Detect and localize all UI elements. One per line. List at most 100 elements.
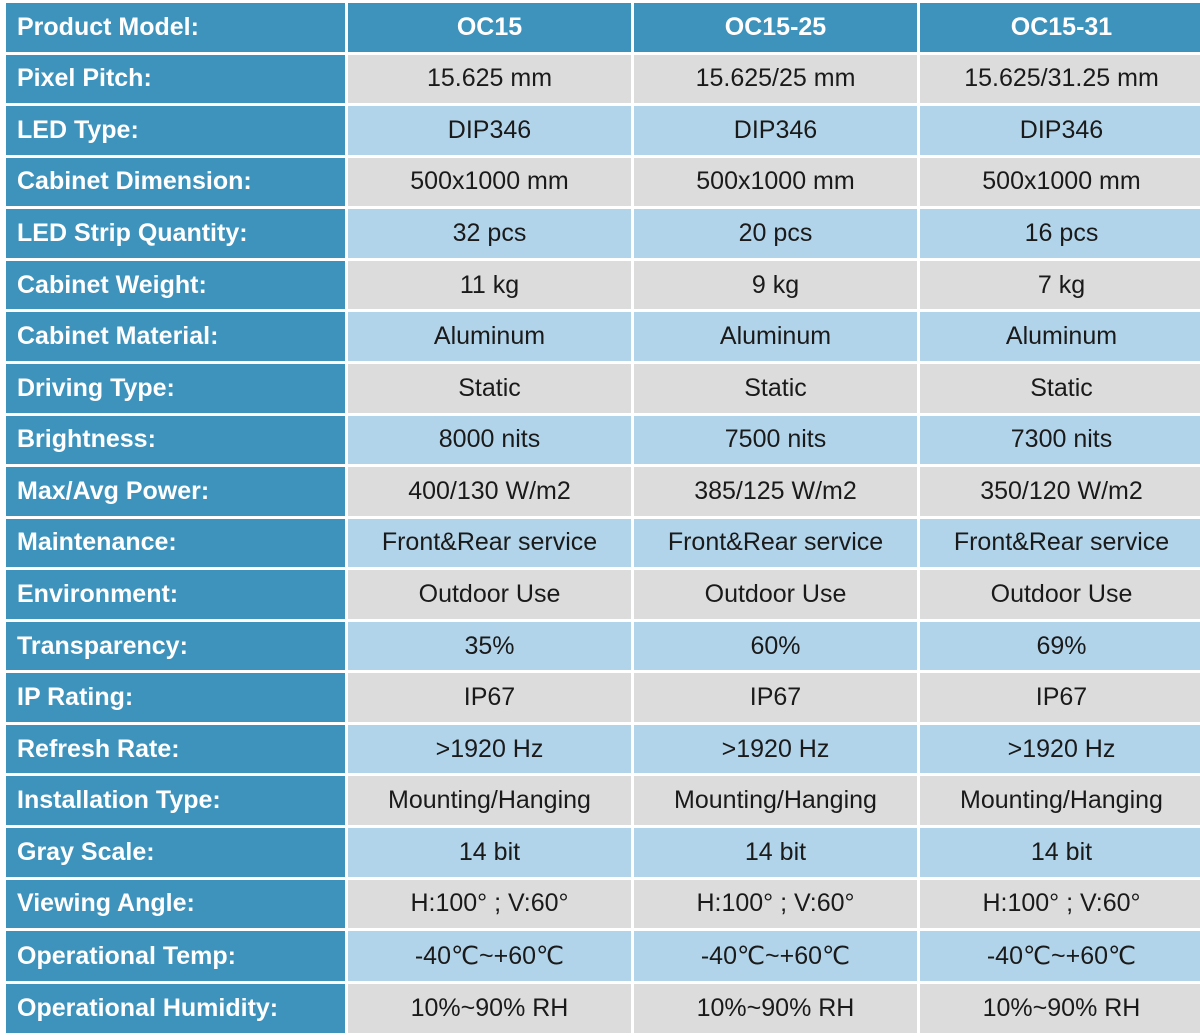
row-value: 16 pcs	[920, 209, 1200, 258]
row-value: -40℃~+60℃	[348, 931, 631, 982]
row-value: 14 bit	[634, 828, 917, 877]
table-row: Operational Humidity: 10%~90% RH 10%~90%…	[6, 984, 1200, 1033]
row-value: Aluminum	[634, 312, 917, 361]
row-label: Cabinet Weight:	[6, 260, 345, 310]
row-label: Installation Type:	[6, 776, 345, 825]
row-label: Transparency:	[6, 621, 345, 671]
row-value: 32 pcs	[348, 209, 631, 258]
row-label: Viewing Angle:	[6, 879, 345, 929]
row-value: DIP346	[634, 106, 917, 155]
row-value: 60%	[634, 621, 917, 671]
table-row: Maintenance: Front&Rear service Front&Re…	[6, 518, 1200, 568]
row-value: Outdoor Use	[348, 570, 631, 619]
table-row: LED Strip Quantity: 32 pcs 20 pcs 16 pcs	[6, 209, 1200, 258]
row-label: Cabinet Material:	[6, 312, 345, 361]
row-label: Operational Humidity:	[6, 984, 345, 1033]
table-row: Cabinet Material: Aluminum Aluminum Alum…	[6, 312, 1200, 361]
row-value: IP67	[348, 673, 631, 722]
row-value: 9 kg	[634, 260, 917, 310]
row-value: -40℃~+60℃	[634, 931, 917, 982]
row-label: LED Type:	[6, 106, 345, 155]
row-value: 500x1000 mm	[634, 157, 917, 207]
row-label: Pixel Pitch:	[6, 54, 345, 104]
row-value: Mounting/Hanging	[634, 776, 917, 825]
row-value: -40℃~+60℃	[920, 931, 1200, 982]
row-value: Static	[634, 363, 917, 413]
row-value: 500x1000 mm	[920, 157, 1200, 207]
row-label: Max/Avg Power:	[6, 467, 345, 516]
row-value: 15.625 mm	[348, 54, 631, 104]
row-label: Gray Scale:	[6, 828, 345, 877]
row-value: H:100° ; V:60°	[348, 879, 631, 929]
table-row: Refresh Rate: >1920 Hz >1920 Hz >1920 Hz	[6, 724, 1200, 774]
table-row: Transparency: 35% 60% 69%	[6, 621, 1200, 671]
row-value: Aluminum	[348, 312, 631, 361]
row-value: Front&Rear service	[634, 518, 917, 568]
row-value: 7300 nits	[920, 415, 1200, 465]
row-label: IP Rating:	[6, 673, 345, 722]
row-value: 350/120 W/m2	[920, 467, 1200, 516]
row-value: 11 kg	[348, 260, 631, 310]
row-value: 10%~90% RH	[920, 984, 1200, 1033]
row-value: Mounting/Hanging	[348, 776, 631, 825]
row-value: 10%~90% RH	[634, 984, 917, 1033]
row-value: >1920 Hz	[634, 724, 917, 774]
row-label: Operational Temp:	[6, 931, 345, 982]
row-value: 7500 nits	[634, 415, 917, 465]
row-value: Front&Rear service	[920, 518, 1200, 568]
row-value: 14 bit	[920, 828, 1200, 877]
row-value: 385/125 W/m2	[634, 467, 917, 516]
row-label: Driving Type:	[6, 363, 345, 413]
table-row: Cabinet Weight: 11 kg 9 kg 7 kg	[6, 260, 1200, 310]
row-value: DIP346	[348, 106, 631, 155]
row-value: Static	[348, 363, 631, 413]
row-value: Static	[920, 363, 1200, 413]
row-value: H:100° ; V:60°	[634, 879, 917, 929]
row-value: 500x1000 mm	[348, 157, 631, 207]
table-row: IP Rating: IP67 IP67 IP67	[6, 673, 1200, 722]
row-label: Cabinet Dimension:	[6, 157, 345, 207]
row-value: 69%	[920, 621, 1200, 671]
row-value: 8000 nits	[348, 415, 631, 465]
header-row: Product Model: OC15 OC15-25 OC15-31	[6, 3, 1200, 52]
table-row: Pixel Pitch: 15.625 mm 15.625/25 mm 15.6…	[6, 54, 1200, 104]
row-value: 400/130 W/m2	[348, 467, 631, 516]
row-value: >1920 Hz	[348, 724, 631, 774]
table-row: Installation Type: Mounting/Hanging Moun…	[6, 776, 1200, 825]
table-row: Viewing Angle: H:100° ; V:60° H:100° ; V…	[6, 879, 1200, 929]
row-value: 35%	[348, 621, 631, 671]
table-row: Operational Temp: -40℃~+60℃ -40℃~+60℃ -4…	[6, 931, 1200, 982]
row-label: Brightness:	[6, 415, 345, 465]
row-label: LED Strip Quantity:	[6, 209, 345, 258]
row-value: >1920 Hz	[920, 724, 1200, 774]
row-value: Outdoor Use	[634, 570, 917, 619]
row-value: H:100° ; V:60°	[920, 879, 1200, 929]
row-value: 20 pcs	[634, 209, 917, 258]
table-row: Cabinet Dimension: 500x1000 mm 500x1000 …	[6, 157, 1200, 207]
row-value: Aluminum	[920, 312, 1200, 361]
table-row: Brightness: 8000 nits 7500 nits 7300 nit…	[6, 415, 1200, 465]
row-value: IP67	[634, 673, 917, 722]
row-value: 10%~90% RH	[348, 984, 631, 1033]
row-value: 15.625/25 mm	[634, 54, 917, 104]
model-header: OC15-25	[634, 3, 917, 52]
row-value: 14 bit	[348, 828, 631, 877]
row-value: Mounting/Hanging	[920, 776, 1200, 825]
header-label: Product Model:	[6, 3, 345, 52]
spec-table: Product Model: OC15 OC15-25 OC15-31 Pixe…	[3, 0, 1200, 1036]
table-row: Max/Avg Power: 400/130 W/m2 385/125 W/m2…	[6, 467, 1200, 516]
model-header: OC15	[348, 3, 631, 52]
row-label: Maintenance:	[6, 518, 345, 568]
row-value: IP67	[920, 673, 1200, 722]
table-row: Driving Type: Static Static Static	[6, 363, 1200, 413]
table-row: Gray Scale: 14 bit 14 bit 14 bit	[6, 828, 1200, 877]
row-label: Refresh Rate:	[6, 724, 345, 774]
row-value: DIP346	[920, 106, 1200, 155]
model-header: OC15-31	[920, 3, 1200, 52]
table-row: LED Type: DIP346 DIP346 DIP346	[6, 106, 1200, 155]
table-row: Environment: Outdoor Use Outdoor Use Out…	[6, 570, 1200, 619]
row-label: Environment:	[6, 570, 345, 619]
row-value: 7 kg	[920, 260, 1200, 310]
row-value: 15.625/31.25 mm	[920, 54, 1200, 104]
row-value: Outdoor Use	[920, 570, 1200, 619]
